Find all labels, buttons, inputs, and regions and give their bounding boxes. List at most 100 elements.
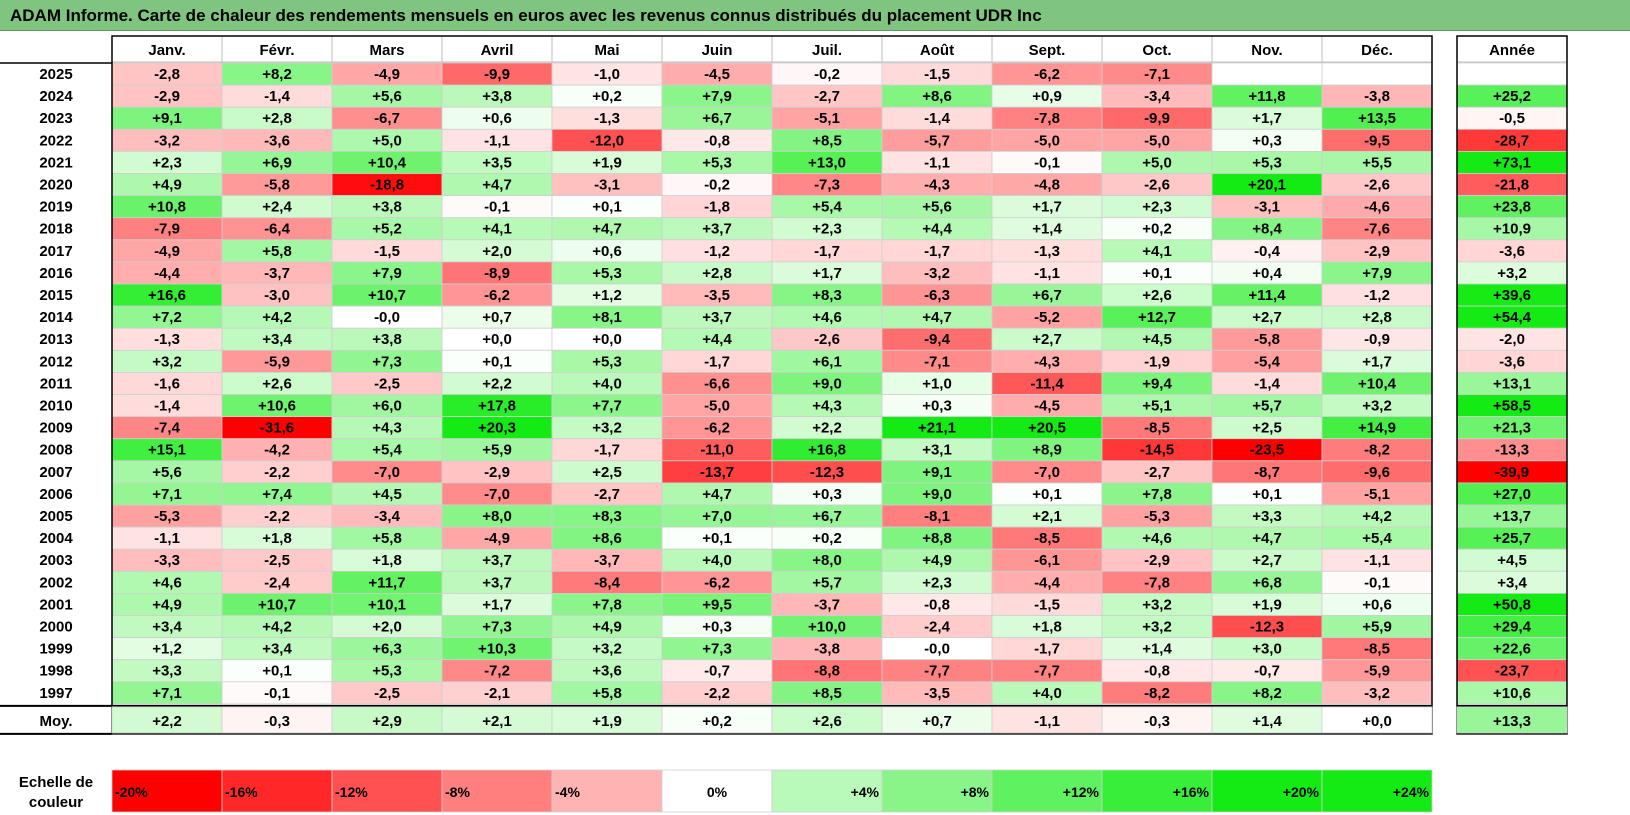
cell-value: -5,1 bbox=[1364, 486, 1390, 503]
color-scale-value: +24% bbox=[1393, 784, 1430, 800]
year-value: +27,0 bbox=[1493, 486, 1531, 503]
cell-value: +1,4 bbox=[1032, 221, 1062, 238]
cell-value: -3,0 bbox=[264, 287, 290, 304]
cell-value: +4,7 bbox=[702, 486, 732, 503]
cell-value: +17,8 bbox=[478, 398, 516, 415]
cell-value: +3,2 bbox=[592, 420, 622, 437]
average-value: +0,7 bbox=[922, 713, 952, 730]
cell-value: +4,5 bbox=[372, 486, 402, 503]
month-header: Sept. bbox=[1029, 42, 1066, 59]
cell-value: +7,9 bbox=[372, 265, 402, 282]
average-cell bbox=[331, 706, 443, 734]
cell-value: -1,7 bbox=[704, 353, 730, 370]
cell-value: -2,6 bbox=[814, 331, 840, 348]
cell-value: +4,1 bbox=[1142, 243, 1172, 260]
month-header: Juin bbox=[702, 42, 733, 59]
cell-value: +8,3 bbox=[592, 508, 622, 525]
month-header: Avril bbox=[481, 42, 514, 59]
cell-value: +0,6 bbox=[1362, 596, 1392, 613]
color-scale-swatch bbox=[881, 769, 993, 813]
cell-value: +0,2 bbox=[1142, 221, 1172, 238]
cell-value: +6,8 bbox=[1252, 574, 1282, 591]
cell-value: +2,8 bbox=[262, 110, 292, 127]
cell-value: -11,4 bbox=[1030, 375, 1064, 392]
cell-value: +4,9 bbox=[922, 552, 952, 569]
color-scale-swatch bbox=[771, 769, 883, 813]
cell-value: +5,7 bbox=[1252, 398, 1282, 415]
cell-value: +2,0 bbox=[372, 619, 402, 636]
row-year-label: 1999 bbox=[39, 641, 72, 658]
cell-value: +7,2 bbox=[152, 309, 182, 326]
cell-value: +4,6 bbox=[812, 309, 842, 326]
cell-value: +10,4 bbox=[1358, 375, 1397, 392]
row-year-label: 2007 bbox=[39, 464, 72, 481]
cell-value: +2,5 bbox=[1252, 420, 1282, 437]
row-year-label: 1998 bbox=[39, 663, 72, 680]
cell-value: +6,7 bbox=[1032, 287, 1062, 304]
year-value: +54,4 bbox=[1493, 309, 1532, 326]
cell-value: +2,8 bbox=[1362, 309, 1392, 326]
cell-value: -8,5 bbox=[1364, 641, 1390, 658]
cell-value: +1,4 bbox=[1142, 641, 1172, 658]
year-value: -39,9 bbox=[1495, 464, 1529, 481]
header-cell bbox=[1456, 35, 1568, 63]
heatmap-cell bbox=[1321, 62, 1433, 86]
cell-value: -7,0 bbox=[484, 486, 510, 503]
cell-value: +8,1 bbox=[592, 309, 622, 326]
cell-value: -5,7 bbox=[924, 132, 950, 149]
color-scale-value: +12% bbox=[1063, 784, 1100, 800]
cell-value: +8,8 bbox=[922, 530, 952, 547]
cell-value: +1,0 bbox=[922, 375, 952, 392]
cell-value: +8,0 bbox=[812, 552, 842, 569]
cell-value: -4,4 bbox=[154, 265, 181, 282]
cell-value: +0,1 bbox=[702, 530, 732, 547]
cell-value: -12,3 bbox=[1250, 619, 1284, 636]
color-scale-value: -20% bbox=[115, 784, 148, 800]
cell-value: -4,5 bbox=[1034, 398, 1060, 415]
header-cell bbox=[991, 35, 1103, 63]
cell-value: +0,1 bbox=[1252, 486, 1282, 503]
row-year-label: 2021 bbox=[39, 154, 72, 171]
cell-value: -1,5 bbox=[1034, 596, 1060, 613]
cell-value: -1,3 bbox=[154, 331, 180, 348]
cell-value: +12,7 bbox=[1138, 309, 1176, 326]
year-cell bbox=[1456, 62, 1568, 86]
cell-value: +10,4 bbox=[368, 154, 407, 171]
average-cell bbox=[1101, 706, 1213, 734]
cell-value: -9,9 bbox=[484, 66, 510, 83]
cell-value: -2,1 bbox=[484, 685, 510, 702]
cell-value: +4,0 bbox=[1032, 685, 1062, 702]
cell-value: +1,8 bbox=[1032, 619, 1062, 636]
cell-value: +4,3 bbox=[372, 420, 402, 437]
row-year-label: 2002 bbox=[39, 574, 72, 591]
cell-value: +8,5 bbox=[812, 132, 842, 149]
cell-value: -4,9 bbox=[154, 243, 180, 260]
cell-value: +15,1 bbox=[148, 442, 186, 459]
cell-value: -0,1 bbox=[1034, 154, 1060, 171]
cell-value: -1,1 bbox=[1034, 265, 1060, 282]
year-value: +25,7 bbox=[1493, 530, 1531, 547]
cell-value: +4,7 bbox=[922, 309, 952, 326]
cell-value: -5,9 bbox=[264, 353, 290, 370]
cell-value: -3,5 bbox=[704, 287, 730, 304]
color-scale-value: +8% bbox=[961, 784, 990, 800]
cell-value: -5,0 bbox=[1034, 132, 1060, 149]
cell-value: -7,4 bbox=[154, 420, 181, 437]
cell-value: +10,7 bbox=[258, 596, 296, 613]
cell-value: +5,5 bbox=[1362, 154, 1392, 171]
grid-border bbox=[111, 35, 1433, 735]
cell-value: +7,1 bbox=[152, 486, 182, 503]
cell-value: -2,4 bbox=[924, 619, 951, 636]
cell-value: +5,8 bbox=[372, 530, 402, 547]
cell-value: -7,1 bbox=[1144, 66, 1170, 83]
year-value: +13,1 bbox=[1493, 375, 1531, 392]
row-year-label: 2018 bbox=[39, 221, 72, 238]
cell-value: +0,3 bbox=[922, 398, 952, 415]
cell-value: +5,6 bbox=[152, 464, 182, 481]
cell-value: -4,9 bbox=[484, 530, 510, 547]
cell-value: +4,2 bbox=[1362, 508, 1392, 525]
color-scale-label: Echelle de bbox=[19, 774, 93, 791]
cell-value: -5,3 bbox=[154, 508, 180, 525]
month-header: Févr. bbox=[259, 42, 294, 59]
cell-value: -1,0 bbox=[594, 66, 620, 83]
